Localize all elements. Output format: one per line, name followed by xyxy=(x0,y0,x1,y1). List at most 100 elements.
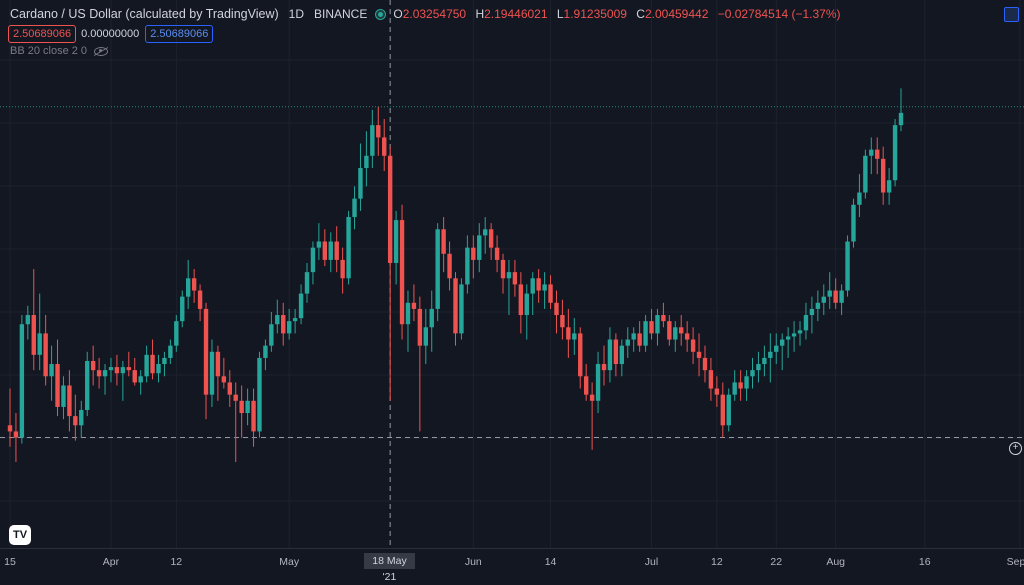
candle-body xyxy=(560,315,565,328)
interval-label[interactable]: 1D xyxy=(288,7,304,21)
candle-body xyxy=(49,364,54,377)
low-value: 1.91235009 xyxy=(563,7,627,21)
candle-body xyxy=(55,364,60,407)
candle-body xyxy=(233,394,238,401)
candle-body xyxy=(322,241,328,260)
candle-body xyxy=(690,339,696,352)
candle-body xyxy=(631,333,636,340)
candle-body xyxy=(732,382,737,395)
candle-body xyxy=(310,247,316,273)
candle-body xyxy=(500,259,506,279)
candle-body xyxy=(221,376,227,383)
candle-body xyxy=(863,155,868,193)
candle-body xyxy=(506,272,512,279)
candle-body xyxy=(465,247,470,285)
open-value: 2.03254750 xyxy=(402,7,467,21)
candle-body xyxy=(120,367,126,374)
candle-body xyxy=(340,259,345,279)
candle-body xyxy=(673,327,678,340)
x-tick-label: Aug xyxy=(826,556,845,568)
candle-body xyxy=(7,425,13,432)
candle-body xyxy=(61,385,66,407)
candle-body xyxy=(209,351,215,395)
candle-body xyxy=(328,241,333,260)
x-tick-label: 16 xyxy=(918,556,931,568)
candle-body xyxy=(839,290,844,303)
candle-body xyxy=(471,247,476,260)
candle-body xyxy=(679,327,684,334)
candle-body xyxy=(762,357,767,365)
candle-body xyxy=(79,409,84,426)
candle-body xyxy=(411,302,417,309)
candle-body xyxy=(548,284,553,303)
candle-body xyxy=(833,290,838,303)
candle-body xyxy=(286,321,292,334)
symbol-legend: Cardano / US Dollar (calculated by Tradi… xyxy=(10,7,846,21)
candle-body xyxy=(387,155,393,263)
candle-body xyxy=(554,302,559,316)
candle-body xyxy=(649,321,654,334)
candle-body xyxy=(168,345,173,358)
candle-body xyxy=(25,315,31,325)
x-tick-label: Jul xyxy=(644,556,659,568)
candle-body xyxy=(180,296,185,322)
candle-body xyxy=(453,278,458,334)
candle-body xyxy=(780,339,785,346)
candle-body xyxy=(114,367,120,374)
candle-body xyxy=(43,333,48,377)
x-tick-label: 12 xyxy=(711,556,723,568)
close-value: 2.00459442 xyxy=(644,7,709,21)
candle-body xyxy=(518,284,524,316)
candle-body xyxy=(774,345,779,352)
add-plus-icon[interactable]: + xyxy=(1009,442,1022,455)
candle-body xyxy=(417,308,423,346)
candle-body xyxy=(845,241,850,291)
bb-upper-value: 2.50689066 xyxy=(8,25,77,43)
toggle-square-icon[interactable] xyxy=(1004,7,1019,22)
candle-body xyxy=(281,315,286,334)
candle-body xyxy=(292,318,298,322)
candle-body xyxy=(524,293,529,316)
candle-body xyxy=(601,364,607,371)
candle-body xyxy=(459,284,464,334)
candle-body xyxy=(708,370,714,389)
candle-body xyxy=(156,364,161,374)
symbol-title[interactable]: Cardano / US Dollar (calculated by Tradi… xyxy=(10,7,279,21)
candle-body xyxy=(13,431,19,438)
candle-body xyxy=(162,357,167,365)
bb-middle-value: 0.00000000 xyxy=(81,28,140,40)
candle-body xyxy=(85,360,90,410)
candle-body xyxy=(429,308,434,328)
candle-body xyxy=(886,180,892,193)
candle-body xyxy=(720,394,725,426)
price-chart[interactable] xyxy=(0,0,1024,571)
candle-body xyxy=(138,376,143,383)
candle-body xyxy=(370,125,375,156)
candle-body xyxy=(102,370,108,377)
x-tick-label: 14 xyxy=(544,556,557,568)
candle-body xyxy=(643,321,648,346)
candle-body xyxy=(542,284,547,291)
x-tick-label: May xyxy=(279,556,300,568)
candle-body xyxy=(435,229,440,309)
candle-body xyxy=(477,235,482,260)
candle-body xyxy=(655,315,660,334)
candle-body xyxy=(809,308,815,316)
candle-body xyxy=(667,321,672,340)
candle-body xyxy=(637,333,642,346)
candle-body xyxy=(174,321,179,346)
candle-body xyxy=(684,333,690,340)
ohlc-values: O2.03254750 H2.19446021 L1.91235009 C2.0… xyxy=(393,7,841,21)
tradingview-logo[interactable]: TV xyxy=(9,525,31,545)
exchange-label: BINANCE xyxy=(314,7,368,21)
candle-body xyxy=(215,351,221,377)
indicator-legend[interactable]: BB 20 close 2 0 xyxy=(10,45,109,57)
candle-body xyxy=(393,220,399,263)
indicator-label[interactable]: BB 20 close 2 0 xyxy=(10,45,88,57)
candle-body xyxy=(821,296,826,303)
hide-eye-icon[interactable] xyxy=(94,46,109,56)
indicator-values: 2.50689066 0.00000000 2.50689066 xyxy=(8,25,218,43)
candle-body xyxy=(827,290,832,297)
candle-body xyxy=(613,339,619,365)
candle-body xyxy=(334,241,339,260)
